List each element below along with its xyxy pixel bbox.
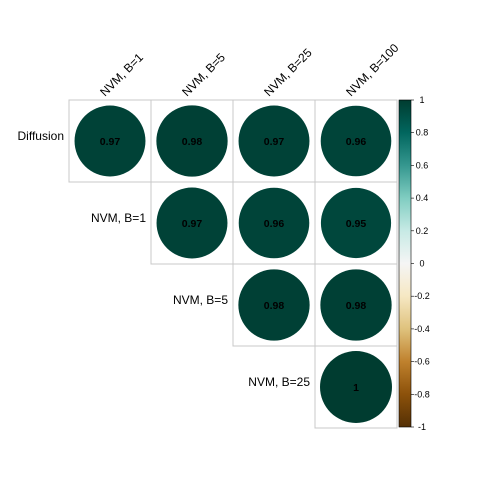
correlation-circle [238,187,310,259]
cell-r0-c3: 0.96 [314,99,398,183]
cell-value-label: 0.96 [346,136,367,148]
column-label: NVM, B=25 [261,45,315,99]
column-labels: NVM, B=1 NVM, B=5 NVM, B=25 NVM, B=100 [97,41,401,99]
cell-r2-c3: 0.98 [314,263,398,347]
correlation-circle [320,187,392,259]
cell-value-label: 0.96 [264,218,285,230]
colorbar-tick-label: 1 [419,95,424,105]
colorbar-tick-label: -0.8 [414,389,430,399]
column-label: NVM, B=100 [343,41,401,99]
cell-r0-c0: 0.97 [68,99,152,183]
cell-value-label: 0.97 [264,136,285,148]
cell-value-label: 0.95 [346,218,367,230]
cell-r1-c1: 0.97 [150,181,234,265]
colorbar-tick-label: -0.2 [414,291,430,301]
column-label: NVM, B=5 [179,50,228,99]
cell-r1-c3: 0.95 [314,181,398,265]
colorbar-gradient [399,100,411,427]
cell-r1-c2: 0.96 [232,181,316,265]
cell-value-label: 0.98 [346,300,367,312]
correlation-circle [320,269,392,341]
colorbar-tick-label: 0.4 [416,193,429,203]
correlation-circle [156,187,228,259]
colorbar-tick-label: -0.4 [414,324,430,334]
cell-r0-c1: 0.98 [150,99,234,183]
cells-layer: 0.97 0.98 0.97 0.96 0.97 0.96 0.95 0.98 0.98 1 [68,99,398,429]
row-label: NVM, B=25 [248,375,310,389]
cell-r0-c2: 0.97 [232,99,316,183]
cell-value-label: 1 [353,382,359,394]
cell-r2-c2: 0.98 [232,263,316,347]
cell-value-label: 0.98 [264,300,285,312]
colorbar-tick-label: 0 [419,259,424,269]
cell-r3-c3: 1 [314,345,398,429]
cell-value-label: 0.98 [182,136,203,148]
colorbar-tick-label: -0.6 [414,357,430,367]
colorbar-tick-label: 0.6 [416,160,429,170]
correlation-circle [238,105,310,177]
row-label: Diffusion [18,129,64,143]
correlation-circle [156,105,228,177]
cell-value-label: 0.97 [100,136,121,148]
row-label: NVM, B=1 [91,211,146,225]
correlation-circle [238,269,310,341]
cell-value-label: 0.97 [182,218,203,230]
row-labels: Diffusion NVM, B=1 NVM, B=5 NVM, B=25 [18,129,311,389]
colorbar-tick-label: -1 [418,422,426,432]
column-label: NVM, B=1 [97,50,146,99]
correlation-circle [74,105,146,177]
colorbar-tick-label: 0.8 [416,128,429,138]
correlation-circle [320,351,392,423]
colorbar-tick-label: 0.2 [416,226,429,236]
colorbar: 1 0.8 0.6 0.4 0.2 0 -0.2 -0.4 -0.6 -0.8 -1 [398,95,430,432]
row-label: NVM, B=5 [173,293,228,307]
correlation-circle [320,105,392,177]
